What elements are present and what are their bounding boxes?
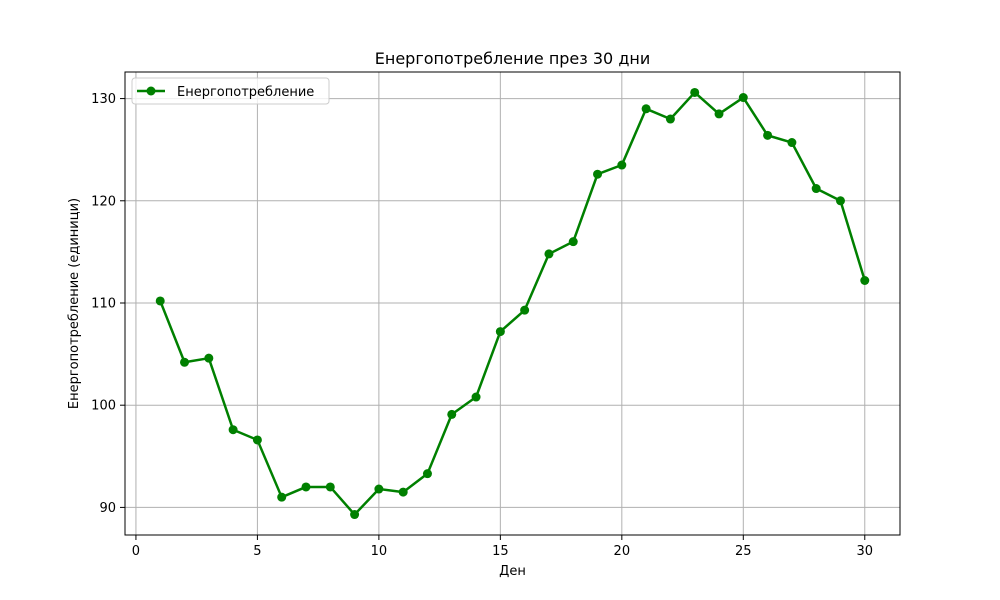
y-tick-label: 110 — [91, 296, 116, 311]
legend-marker-swatch — [146, 86, 156, 96]
x-tick-label: 5 — [253, 544, 261, 559]
x-tick-label: 20 — [614, 544, 631, 559]
grid — [125, 72, 900, 535]
data-point — [763, 130, 773, 140]
x-tick-label: 30 — [856, 544, 873, 559]
data-point — [398, 487, 408, 497]
x-tick-label: 15 — [492, 544, 509, 559]
y-tick-label: 130 — [91, 92, 116, 107]
data-point — [155, 296, 165, 306]
x-tick-label: 10 — [371, 544, 388, 559]
data-point — [690, 87, 700, 97]
data-point — [617, 160, 627, 170]
chart-title: Енергопотребление през 30 дни — [375, 49, 650, 68]
x-axis-label: Ден — [499, 564, 526, 579]
data-point — [350, 510, 360, 520]
data-point — [641, 104, 651, 114]
y-tick-label: 120 — [91, 194, 116, 209]
x-tick-label: 0 — [132, 544, 140, 559]
data-point — [568, 237, 578, 247]
data-point — [665, 114, 675, 124]
data-point — [252, 435, 262, 445]
data-point — [787, 138, 797, 148]
series-line — [159, 91, 866, 516]
data-point — [520, 305, 530, 315]
data-point — [811, 184, 821, 194]
data-point — [447, 409, 457, 419]
data-point — [593, 169, 603, 179]
x-tick-label: 25 — [735, 544, 752, 559]
data-point — [495, 327, 505, 337]
legend: Енергопотребление — [131, 77, 330, 105]
data-point — [860, 276, 870, 286]
data-point — [228, 425, 238, 435]
data-point — [277, 492, 287, 502]
data-point — [204, 353, 214, 363]
data-point — [544, 249, 554, 259]
y-axis-label: Енергопотребление (единици) — [67, 198, 82, 409]
data-point — [422, 469, 432, 479]
data-point — [835, 196, 845, 206]
data-point — [301, 482, 311, 492]
plot-frame — [124, 71, 901, 536]
data-point — [374, 484, 384, 494]
data-point — [325, 482, 335, 492]
y-tick-label: 90 — [99, 501, 116, 516]
series-layer — [155, 87, 870, 520]
axis-ticks: 0 5 10 15 20 25 30 90 100 110 120 130 — [91, 92, 873, 559]
y-tick-label: 100 — [91, 399, 116, 414]
data-point — [471, 392, 481, 402]
legend-box — [131, 77, 330, 105]
legend-label: Енергопотребление — [177, 85, 314, 100]
data-point — [738, 93, 748, 103]
data-point — [180, 357, 190, 367]
data-point — [714, 109, 724, 119]
